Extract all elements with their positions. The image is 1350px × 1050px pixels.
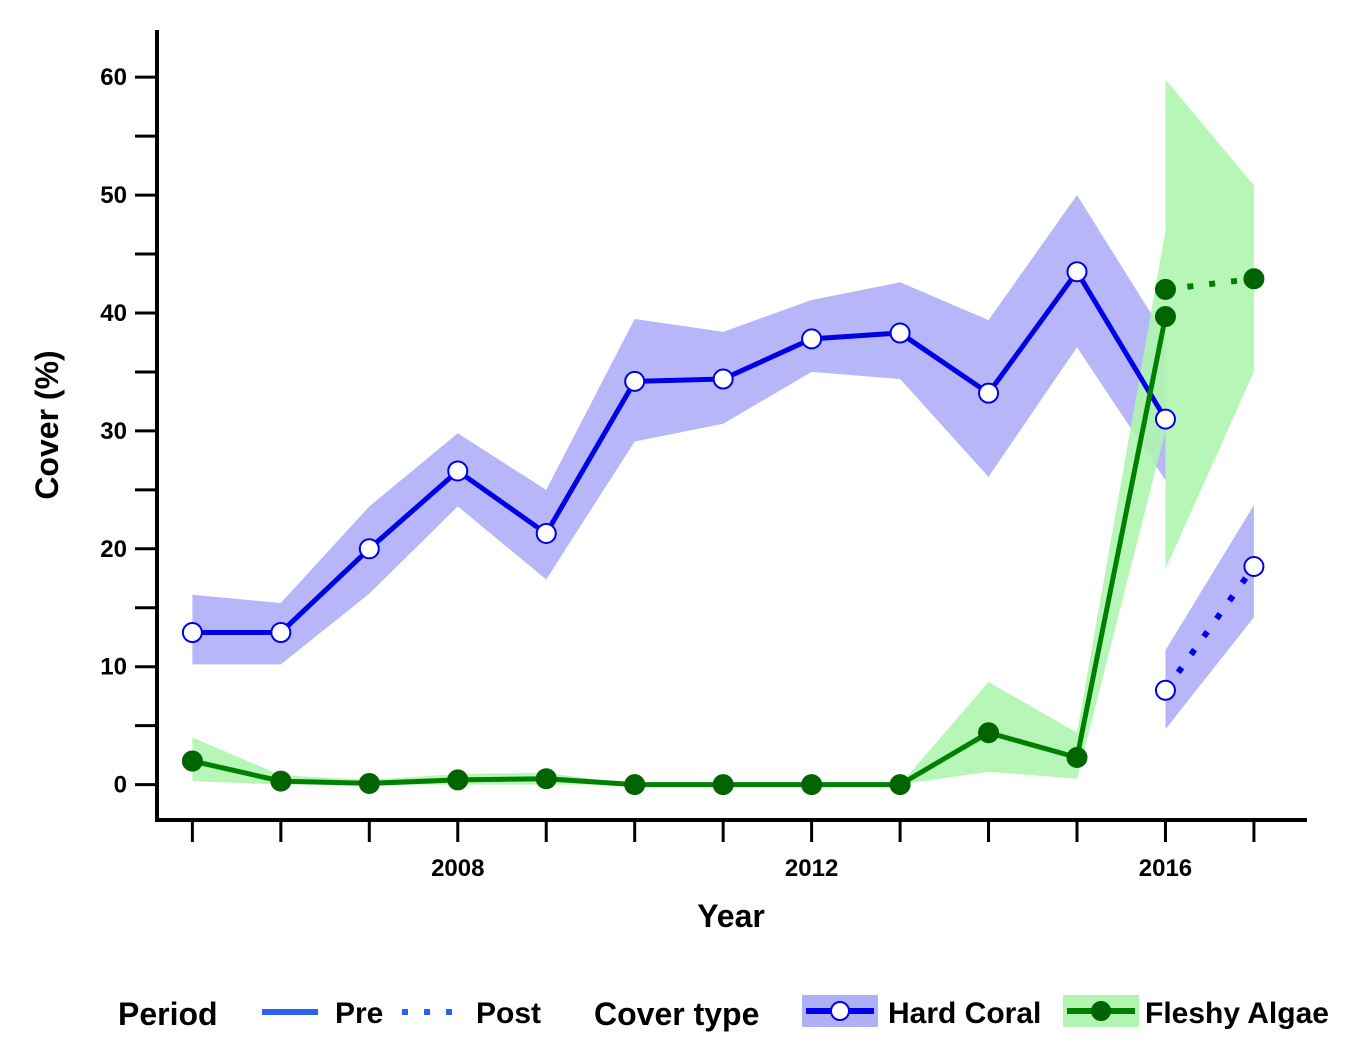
y-tick-label: 60	[100, 64, 127, 91]
fleshy-algae-pre-ribbon	[192, 230, 1166, 785]
hard-coral-pre-point	[358, 538, 380, 560]
fleshy-algae-pre-point	[181, 750, 203, 772]
legend-label-pre: Pre	[335, 997, 383, 1030]
fleshy-algae-pre-point	[712, 774, 734, 796]
hard-coral-pre-point	[447, 460, 469, 482]
legend-label-fleshy-algae: Fleshy Algae	[1145, 997, 1329, 1030]
fleshy-algae-post-point	[1243, 268, 1265, 290]
hard-coral-pre-point	[889, 322, 911, 344]
series-lines	[191, 269, 1257, 788]
hard-coral-pre-point	[712, 368, 734, 390]
y-tick-label: 10	[100, 654, 127, 681]
legend-label-hard-coral: Hard Coral	[888, 997, 1041, 1030]
fleshy-algae-post-line	[1165, 275, 1255, 293]
hard-coral-pre-point	[270, 622, 292, 644]
hard-coral-pre-point	[1154, 408, 1176, 430]
y-tick-label: 50	[100, 182, 127, 209]
legend-key-hard-coral-point	[830, 1001, 850, 1021]
fleshy-algae-pre-point	[358, 772, 380, 794]
legend: Period Pre Post Cover type Hard Coral Fl…	[118, 995, 1329, 1032]
y-tick-label: 40	[100, 300, 127, 327]
axes: 0 10 20 30 40 50 60 2008 2012 2016	[100, 30, 1307, 882]
hard-coral-pre-point	[1066, 261, 1088, 283]
hard-coral-pre-point	[801, 328, 823, 350]
fleshy-algae-pre-point	[447, 769, 469, 791]
legend-label-post: Post	[476, 997, 541, 1030]
fleshy-algae-pre-point	[270, 770, 292, 792]
x-tick-label: 2012	[785, 855, 838, 882]
hard-coral-pre-point	[624, 370, 646, 392]
x-tick-label: 2016	[1139, 855, 1192, 882]
x-axis-title: Year	[697, 898, 765, 934]
y-tick-label: 0	[114, 772, 127, 799]
fleshy-algae-pre-point	[978, 722, 1000, 744]
hard-coral-pre-point	[535, 522, 557, 544]
x-tick-label: 2008	[431, 855, 484, 882]
hard-coral-post-ribbon	[1165, 505, 1254, 730]
fleshy-algae-pre-point	[535, 768, 557, 790]
x-ticks: 2008 2012 2016	[190, 820, 1256, 882]
y-tick-label: 20	[100, 536, 127, 563]
hard-coral-post-point	[1154, 679, 1176, 701]
fleshy-algae-pre-point	[801, 774, 823, 796]
legend-key-fleshy-algae-point	[1091, 1001, 1111, 1021]
fleshy-algae-pre-point	[1066, 747, 1088, 769]
fleshy-algae-pre-point	[1154, 306, 1176, 328]
legend-title-cover-type: Cover type	[594, 996, 759, 1032]
fleshy-algae-post-ribbon	[1165, 79, 1254, 569]
fleshy-algae-post-point	[1154, 278, 1176, 300]
hard-coral-pre-ribbon	[192, 195, 1166, 665]
y-tick-label: 30	[100, 418, 127, 445]
hard-coral-post-line	[1163, 564, 1257, 693]
fleshy-algae-pre-point	[889, 774, 911, 796]
fleshy-algae-pre-point	[624, 774, 646, 796]
series-points	[181, 261, 1265, 796]
ribbons	[192, 79, 1254, 785]
y-axis-title: Cover (%)	[29, 350, 65, 499]
legend-title-period: Period	[118, 996, 218, 1032]
hard-coral-pre-line	[192, 269, 1168, 635]
fleshy-algae-pre-line	[191, 316, 1168, 788]
hard-coral-pre-point	[181, 622, 203, 644]
y-ticks: 0 10 20 30 40 50 60	[100, 64, 157, 799]
hard-coral-pre-point	[978, 382, 1000, 404]
hard-coral-post-point	[1243, 555, 1265, 577]
